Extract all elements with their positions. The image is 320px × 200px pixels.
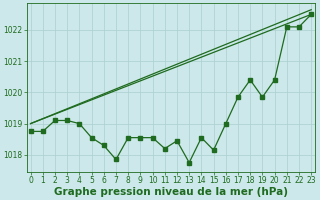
X-axis label: Graphe pression niveau de la mer (hPa): Graphe pression niveau de la mer (hPa) bbox=[54, 187, 288, 197]
